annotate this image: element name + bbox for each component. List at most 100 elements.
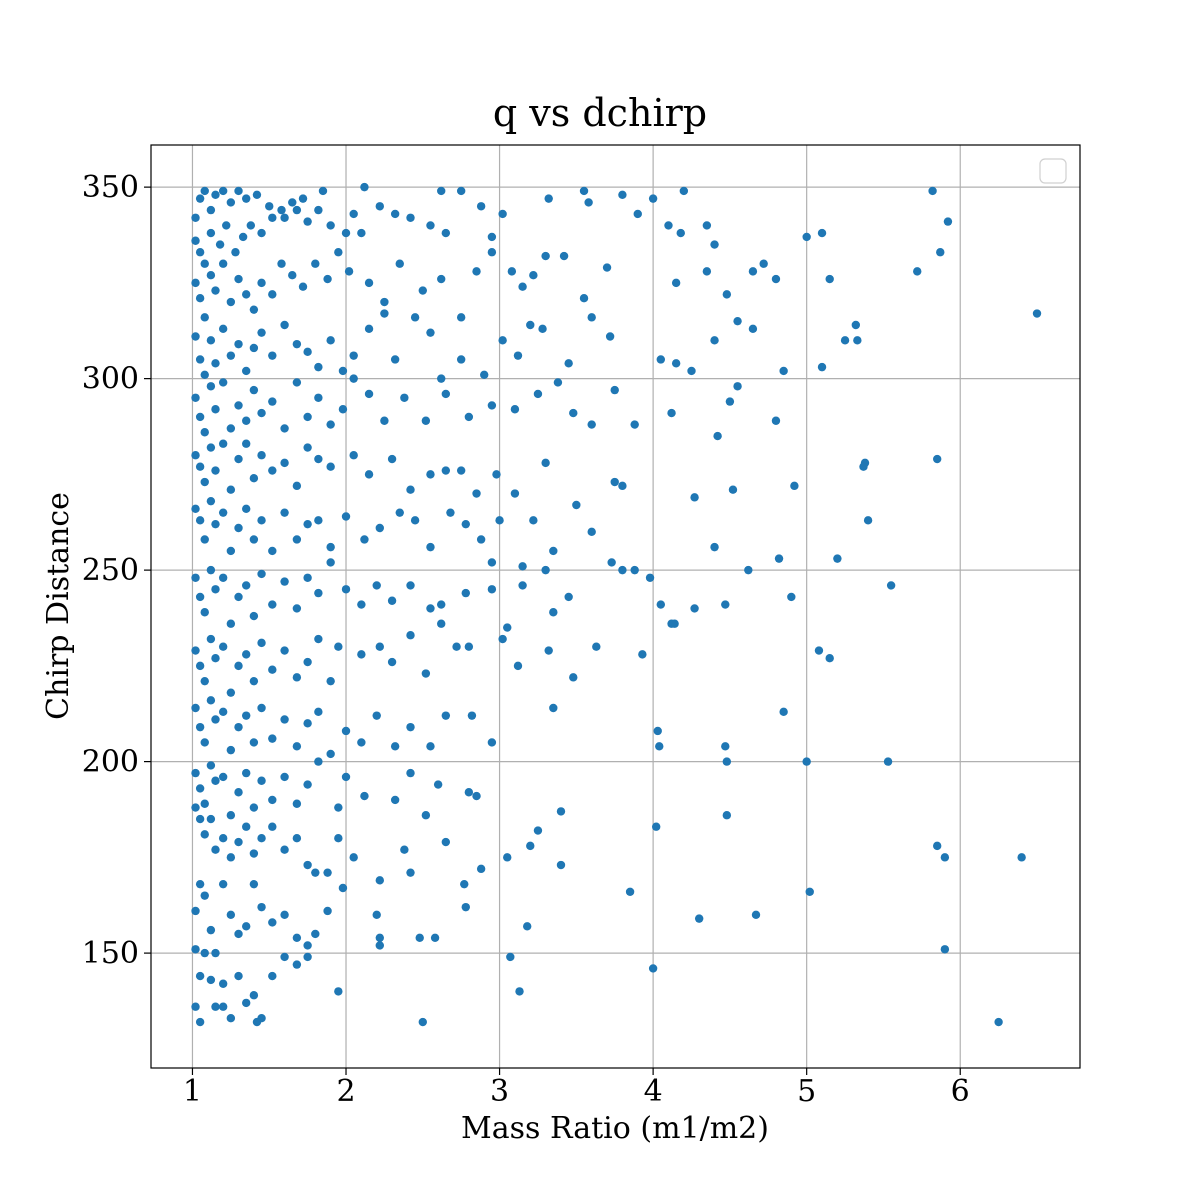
data-point [549, 608, 558, 617]
data-point [218, 834, 228, 843]
data-point [618, 565, 627, 575]
data-point [446, 508, 455, 517]
x-tick-label: 3 [490, 1074, 509, 1109]
data-point [277, 259, 286, 268]
data-point [249, 849, 259, 858]
data-point [467, 711, 477, 720]
data-point [234, 401, 243, 410]
data-point [292, 339, 302, 349]
data-point [218, 186, 228, 196]
data-point [249, 385, 259, 395]
data-point [1017, 853, 1026, 862]
data-point [252, 190, 262, 199]
data-point [249, 991, 259, 1000]
data-point [556, 860, 566, 870]
data-point [883, 757, 893, 766]
data-point [341, 585, 351, 594]
data-point [526, 841, 535, 851]
data-point [779, 366, 788, 376]
data-point [218, 573, 228, 582]
data-point [787, 592, 796, 602]
data-point [326, 462, 335, 471]
data-point [242, 650, 251, 659]
data-point [400, 393, 409, 402]
data-point [334, 834, 343, 843]
data-point [610, 477, 619, 487]
data-point [559, 251, 569, 261]
data-point [733, 382, 742, 391]
data-point [195, 592, 205, 602]
data-point [280, 715, 289, 724]
data-point [234, 274, 243, 284]
data-point [206, 975, 216, 985]
data-point [667, 619, 676, 628]
data-point [242, 711, 251, 720]
data-point [265, 202, 274, 211]
data-point [710, 542, 719, 552]
data-point [564, 359, 573, 368]
data-point [195, 784, 205, 793]
data-point [406, 631, 415, 640]
y-tick-label: 200 [82, 745, 139, 780]
data-point [280, 772, 289, 782]
data-point [206, 443, 216, 452]
data-point [211, 190, 220, 199]
data-point [195, 248, 205, 257]
data-point [507, 267, 517, 276]
data-point [476, 864, 486, 874]
data-point [191, 803, 200, 812]
data-point [487, 248, 497, 257]
data-point [288, 271, 297, 280]
data-point [748, 324, 758, 334]
data-point [206, 205, 216, 215]
data-point [461, 519, 470, 529]
data-point [257, 278, 266, 288]
data-point [292, 604, 302, 613]
data-point [200, 186, 209, 196]
data-point [195, 293, 205, 303]
data-point [314, 707, 323, 717]
data-point [277, 205, 286, 215]
data-point [710, 240, 719, 249]
data-point [292, 205, 302, 215]
data-point [833, 554, 842, 563]
data-point [268, 290, 277, 299]
data-point [476, 535, 486, 544]
data-point [544, 646, 553, 655]
data-point [206, 565, 216, 575]
data-point [242, 290, 251, 299]
data-point [667, 408, 676, 418]
data-point [268, 546, 277, 556]
data-point [464, 642, 474, 651]
data-point [461, 902, 470, 912]
data-point [206, 814, 216, 824]
data-point [648, 194, 658, 203]
data-point [341, 772, 351, 782]
data-point [364, 470, 374, 479]
data-point [200, 676, 209, 686]
data-point [303, 573, 312, 582]
data-point [191, 451, 200, 460]
data-point [713, 431, 722, 441]
data-point [195, 516, 205, 525]
data-point [257, 902, 266, 912]
data-point [195, 194, 205, 203]
data-point [656, 600, 665, 609]
data-point [242, 439, 251, 448]
data-point [242, 366, 251, 376]
data-point [249, 803, 259, 812]
data-point [790, 481, 799, 491]
data-point [421, 669, 431, 678]
data-point [464, 412, 474, 422]
data-point [268, 351, 277, 360]
data-point [218, 879, 228, 889]
data-point [234, 722, 243, 732]
data-point [268, 600, 277, 609]
data-point [441, 711, 451, 720]
data-point [744, 565, 753, 575]
data-point [441, 228, 451, 238]
data-point [249, 879, 259, 889]
data-point [195, 971, 205, 981]
data-point [802, 757, 811, 766]
data-point [618, 190, 627, 199]
